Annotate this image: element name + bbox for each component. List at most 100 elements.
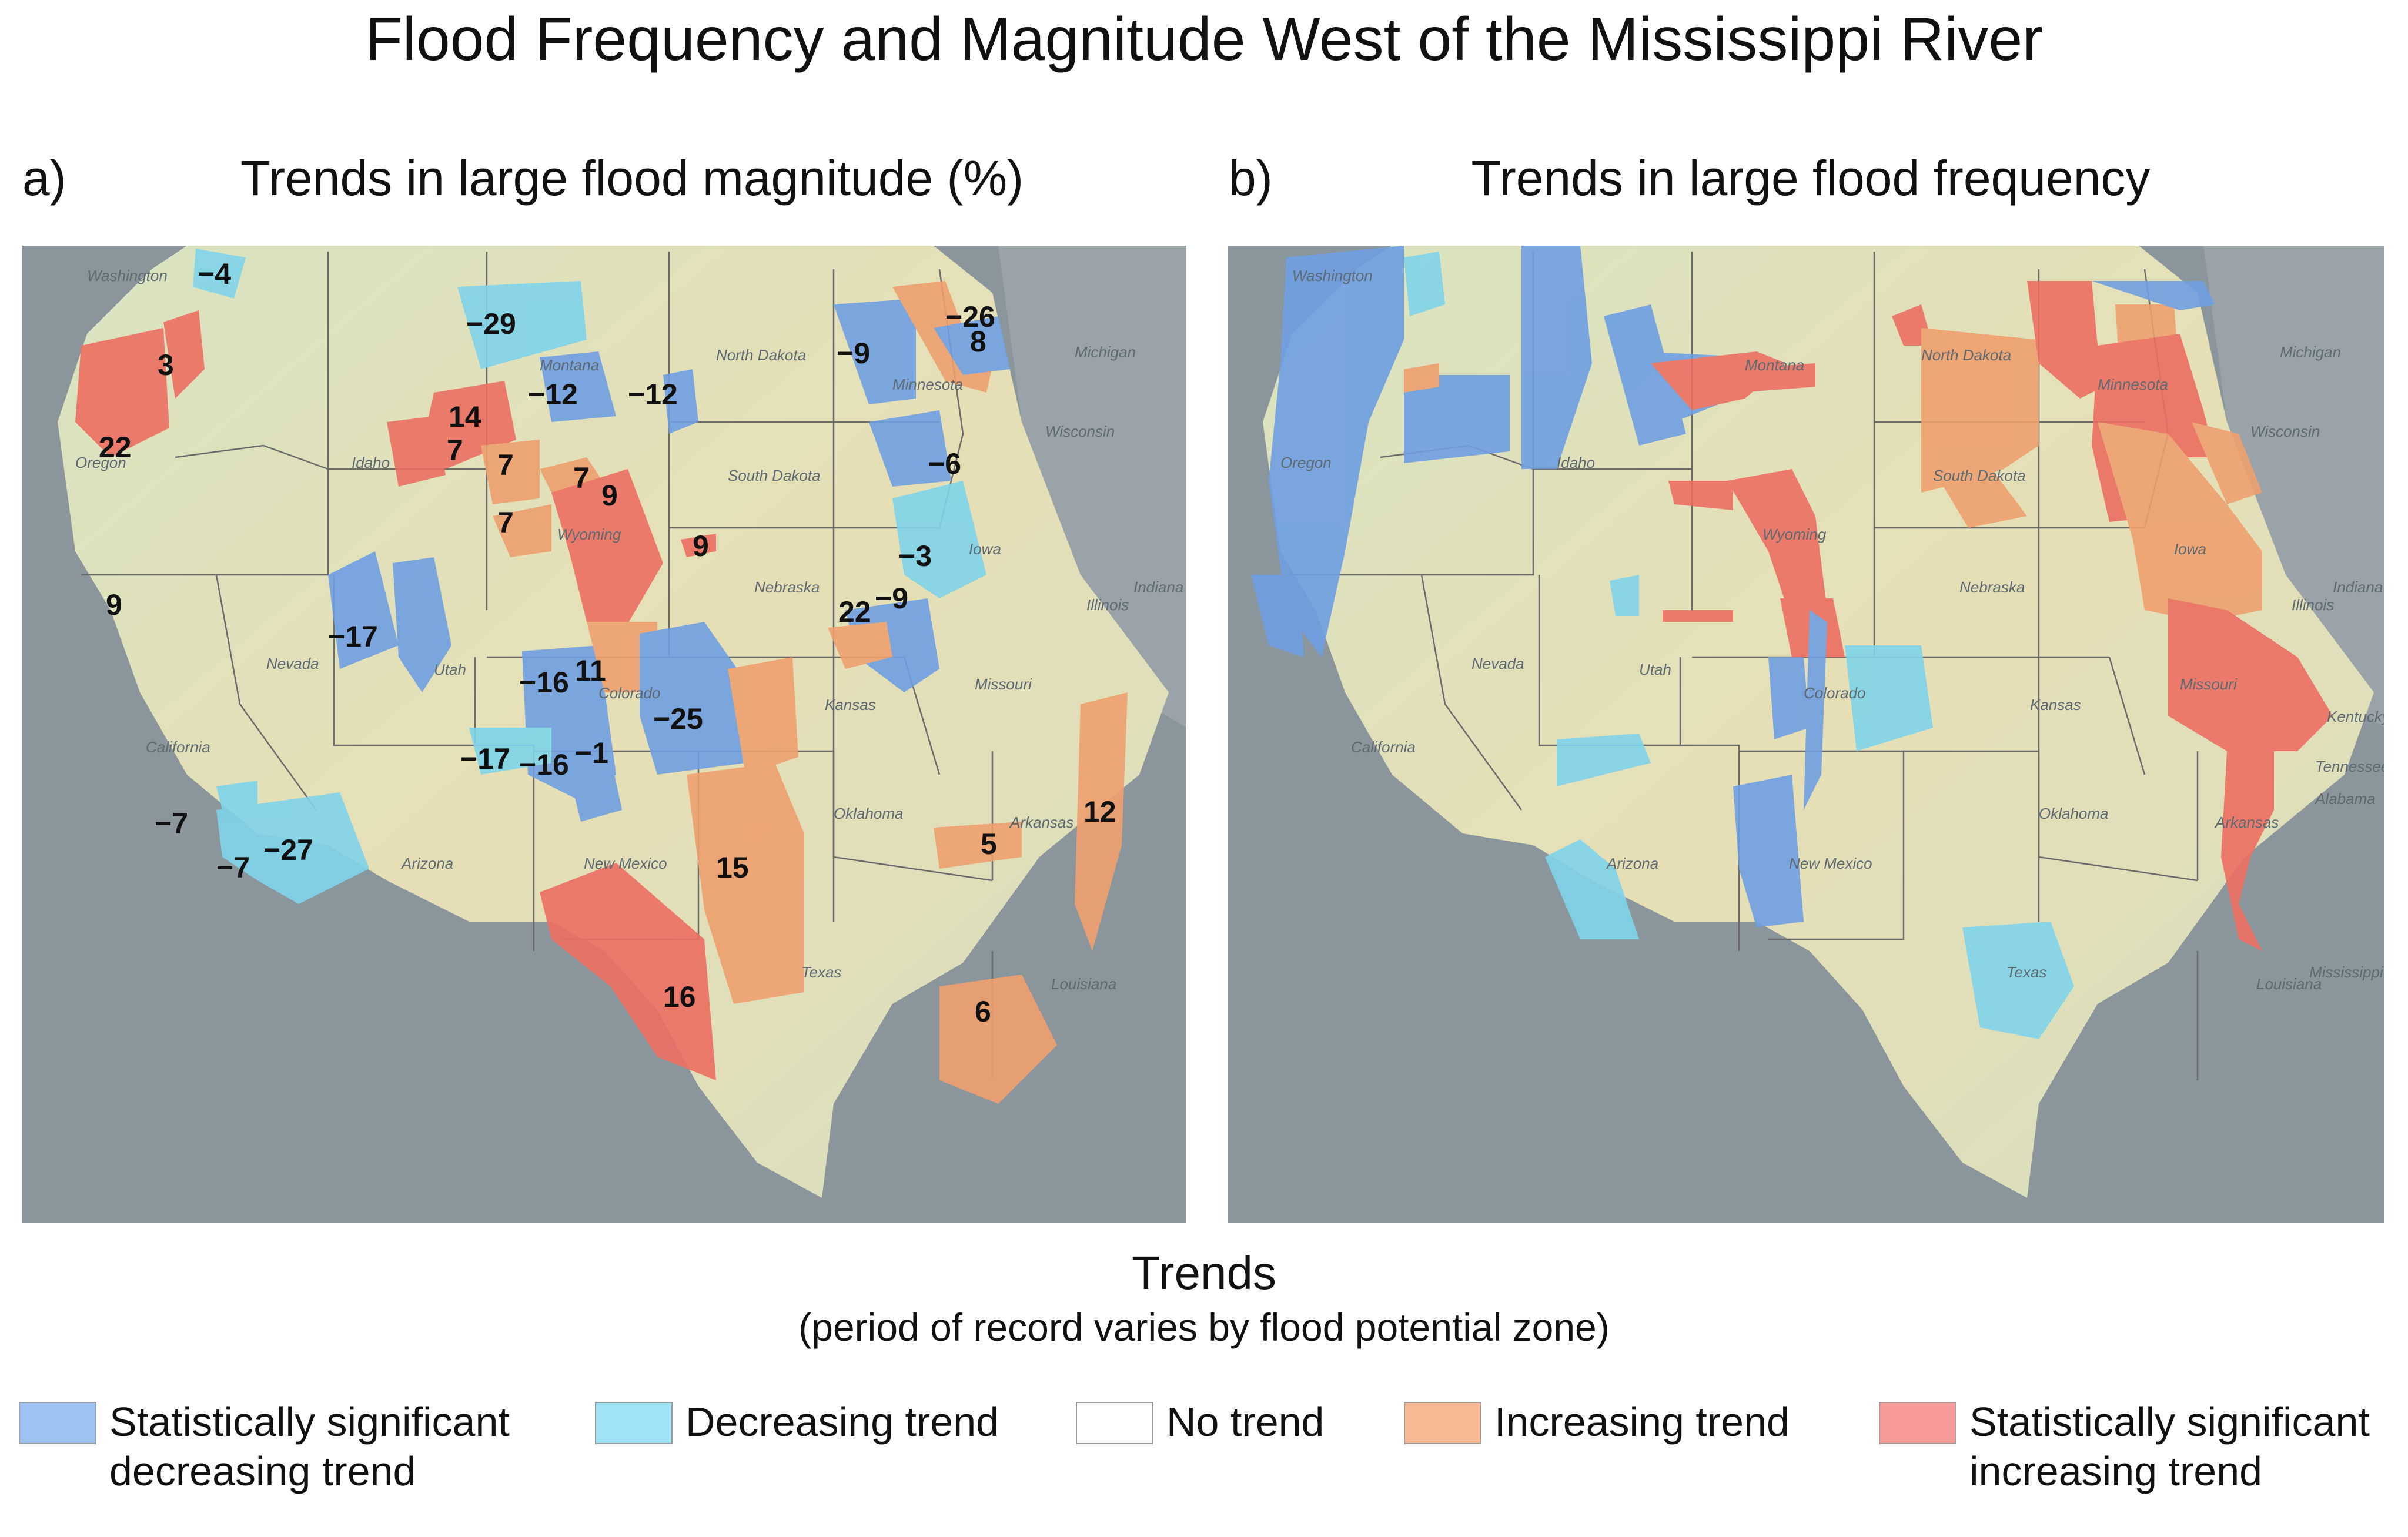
state-label: Michigan <box>1075 343 1136 361</box>
value-label: −17 <box>460 742 510 775</box>
value-label: 9 <box>693 530 709 562</box>
magnitude-values-panel-a: −4 3 22 −29 −12 −12 14 7 7 7 7 9 9 9 −17… <box>99 257 1116 1028</box>
value-label: 7 <box>497 506 514 539</box>
state-labels-panel-a: Washington Oregon California Nevada Idah… <box>75 267 1183 993</box>
value-label: 14 <box>449 400 481 433</box>
state-label: Idaho <box>1557 454 1595 471</box>
state-label: Missouri <box>2180 675 2238 693</box>
state-label: Wisconsin <box>1045 423 1115 440</box>
state-label: Indiana <box>2333 578 2383 596</box>
state-label: Michigan <box>2280 343 2341 361</box>
state-label: Colorado <box>1804 684 1866 702</box>
great-lakes-region <box>2203 246 2384 728</box>
state-label: Minnesota <box>892 376 963 393</box>
state-label: Arkansas <box>2214 813 2279 831</box>
state-label: Minnesota <box>2098 376 2168 393</box>
value-label: −27 <box>263 833 313 866</box>
state-label: Wyoming <box>1762 525 1827 543</box>
value-label: −12 <box>528 378 578 411</box>
value-label: −16 <box>519 748 569 781</box>
legend-label: Decreasing trend <box>685 1399 999 1445</box>
panel-a-title: Trends in large flood magnitude (%) <box>240 150 1024 206</box>
zones-panel-a <box>75 249 1128 1104</box>
value-label: 7 <box>447 434 463 467</box>
value-label: −9 <box>875 582 908 615</box>
state-label: South Dakota <box>728 467 821 484</box>
state-label: Arizona <box>1606 855 1658 872</box>
value-label: 16 <box>663 980 696 1013</box>
legend-label: Increasing trend <box>1494 1399 1790 1445</box>
state-label: Idaho <box>352 454 390 471</box>
state-label: Arkansas <box>1009 813 1073 831</box>
value-label: −7 <box>155 807 188 840</box>
value-label: 3 <box>158 349 174 381</box>
figure-title: Flood Frequency and Magnitude West of th… <box>365 5 2043 73</box>
state-label: Kansas <box>2030 696 2081 714</box>
state-label: Illinois <box>1086 596 1129 614</box>
value-label: −6 <box>928 447 961 480</box>
value-label: −3 <box>898 540 932 572</box>
legend-item-decreasing: Decreasing trend <box>595 1399 999 1446</box>
state-label: Illinois <box>2292 596 2334 614</box>
value-label: 7 <box>497 448 514 481</box>
map-panel-b: Washington Oregon California Nevada Idah… <box>1228 246 2384 1223</box>
state-label: Nebraska <box>1959 578 2025 596</box>
state-label: Oklahoma <box>2039 805 2109 822</box>
state-label: Indiana <box>1133 578 1183 596</box>
state-label: Utah <box>1639 661 1671 678</box>
state-label: Iowa <box>969 540 1001 558</box>
state-label: Montana <box>1745 356 1804 374</box>
panel-b-letter: b) <box>1229 150 1273 206</box>
value-label: 12 <box>1083 795 1116 828</box>
state-label: Louisiana <box>2256 975 2322 993</box>
state-label: North Dakota <box>716 346 806 364</box>
value-label: −4 <box>198 257 231 290</box>
value-label: −25 <box>653 702 703 735</box>
value-label: −16 <box>519 666 569 699</box>
state-label: Texas <box>801 963 841 981</box>
state-label: Louisiana <box>1051 975 1116 993</box>
state-label: Oregon <box>75 454 126 471</box>
value-label: −7 <box>216 851 250 884</box>
legend-item-sig-decreasing: Statistically significant decreasing tre… <box>19 1399 510 1496</box>
state-label: Missouri <box>975 675 1032 693</box>
legend-title: Trends <box>1131 1247 1276 1299</box>
map-panel-a: Washington Oregon California Nevada Idah… <box>22 246 1186 1223</box>
state-label: Oregon <box>1280 454 1332 471</box>
value-label: 9 <box>601 479 618 512</box>
value-label: 5 <box>981 828 997 860</box>
state-label: California <box>146 738 210 756</box>
legend-swatch <box>1404 1402 1481 1444</box>
state-label: Tennessee <box>2315 758 2384 775</box>
legend-item-no-trend: No trend <box>1076 1399 1324 1446</box>
value-label: 6 <box>975 995 991 1028</box>
value-label: −29 <box>466 307 516 340</box>
state-label: Iowa <box>2174 540 2206 558</box>
state-label: Colorado <box>598 684 661 702</box>
state-label: South Dakota <box>1933 467 2026 484</box>
value-label: 22 <box>838 595 871 628</box>
legend-label: No trend <box>1166 1399 1325 1445</box>
panel-a-letter: a) <box>22 150 66 206</box>
state-label: Oklahoma <box>834 805 904 822</box>
western-us-land <box>58 246 1169 1198</box>
legend-label: Statistically significant increasing tre… <box>1969 1399 2370 1494</box>
state-label: Alabama <box>2314 790 2376 808</box>
value-label: 7 <box>573 461 590 494</box>
state-label: Wyoming <box>557 525 621 543</box>
legend-swatch <box>19 1402 96 1444</box>
value-label: 15 <box>716 851 749 884</box>
state-label: Arizona <box>400 855 453 872</box>
value-label: −1 <box>575 736 608 769</box>
state-label: New Mexico <box>1789 855 1872 872</box>
zones-panel-b <box>1251 246 2333 1039</box>
panel-b-title: Trends in large flood frequency <box>1471 150 2151 206</box>
state-label: Nevada <box>1471 655 1524 672</box>
state-label: New Mexico <box>584 855 667 872</box>
value-label: 22 <box>99 431 132 464</box>
value-label: −12 <box>628 378 678 411</box>
state-label: Washington <box>1292 267 1373 284</box>
state-label: Montana <box>540 356 599 374</box>
state-label: California <box>1351 738 1416 756</box>
state-label: Texas <box>2006 963 2046 981</box>
